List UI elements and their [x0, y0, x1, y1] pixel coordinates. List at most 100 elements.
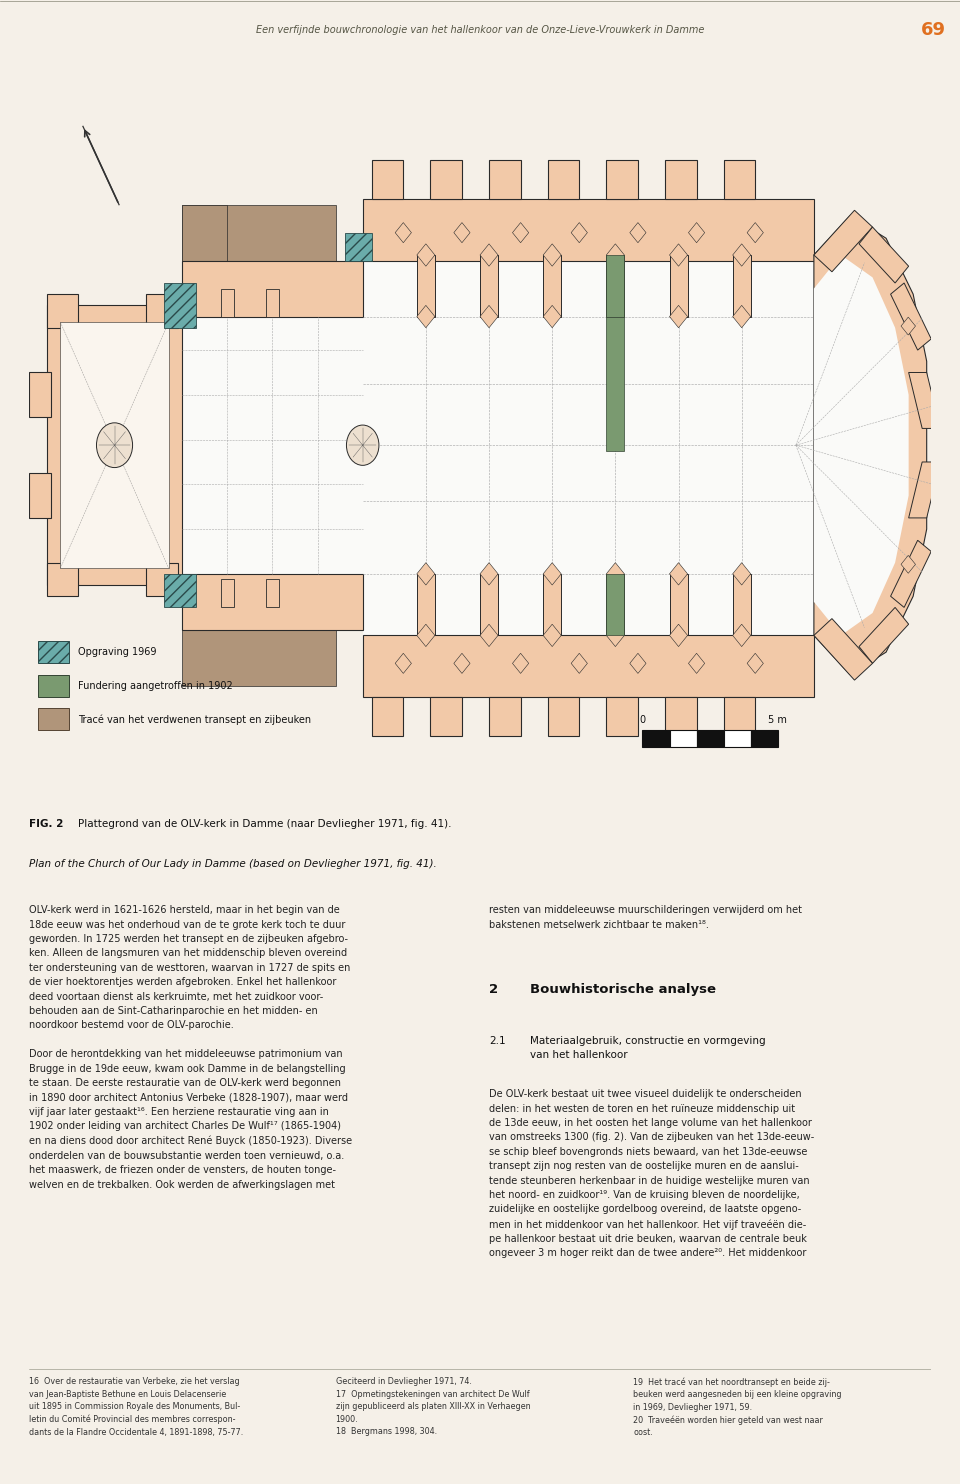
Text: 19  Het tracé van het noordtransept en beide zij-
beuken werd aangesneden bij ee: 19 Het tracé van het noordtransept en be… [634, 1377, 842, 1438]
Bar [37, 708, 69, 730]
Polygon shape [607, 574, 624, 635]
Bar [724, 697, 756, 736]
Polygon shape [480, 243, 498, 266]
Bar [547, 697, 579, 736]
Bar [669, 574, 687, 635]
Polygon shape [814, 211, 873, 272]
Text: resten van middeleeuwse muurschilderingen verwijderd om het
bakstenen metselwerk: resten van middeleeuwse muurschilderinge… [489, 905, 802, 929]
Polygon shape [669, 243, 687, 266]
Polygon shape [513, 653, 529, 674]
Polygon shape [182, 619, 336, 686]
Bar [37, 641, 69, 663]
Bar [47, 306, 182, 585]
Bar [607, 574, 624, 635]
Polygon shape [396, 223, 412, 243]
Bar [751, 730, 778, 748]
Polygon shape [417, 243, 435, 266]
Polygon shape [891, 283, 931, 350]
Polygon shape [732, 562, 751, 585]
Text: 0: 0 [639, 715, 645, 724]
Bar [146, 294, 178, 328]
Polygon shape [396, 653, 412, 674]
Polygon shape [859, 227, 908, 283]
Polygon shape [607, 316, 624, 451]
Bar [29, 473, 52, 518]
Bar [266, 579, 278, 607]
Bar [430, 160, 462, 199]
Text: Materiaalgebruik, constructie en vormgeving
van het hallenkoor: Materiaalgebruik, constructie en vormgev… [530, 1036, 765, 1060]
Text: Bouwhistorische analyse: Bouwhistorische analyse [530, 984, 715, 996]
Bar [642, 730, 669, 748]
Bar [221, 288, 233, 316]
Bar [480, 574, 498, 635]
Text: Een verfijnde bouwchronologie van het hallenkoor van de Onze-Lieve-Vrouwkerk in : Een verfijnde bouwchronologie van het ha… [255, 25, 705, 36]
Polygon shape [300, 552, 336, 619]
Bar [182, 316, 363, 574]
Bar [607, 160, 637, 199]
Text: FIG. 2: FIG. 2 [29, 819, 63, 828]
Bar [363, 199, 814, 261]
Polygon shape [543, 243, 562, 266]
Text: De OLV-kerk bestaat uit twee visueel duidelijk te onderscheiden
delen: in het we: De OLV-kerk bestaat uit twee visueel dui… [489, 1089, 814, 1258]
Polygon shape [607, 562, 624, 585]
Bar [669, 255, 687, 316]
Polygon shape [908, 372, 940, 429]
Polygon shape [669, 562, 687, 585]
Polygon shape [951, 436, 960, 454]
Bar [47, 562, 79, 597]
Text: Plan of the Church of Our Lady in Damme (based on Devliegher 1971, fig. 41).: Plan of the Church of Our Lady in Damme … [29, 859, 437, 870]
Bar [372, 697, 403, 736]
Polygon shape [891, 540, 931, 607]
Polygon shape [480, 562, 498, 585]
Bar [266, 288, 278, 316]
Bar [417, 574, 435, 635]
Polygon shape [938, 503, 952, 521]
Polygon shape [480, 625, 498, 647]
Bar [29, 372, 52, 417]
Bar [363, 635, 814, 697]
Bar [164, 283, 196, 328]
Polygon shape [182, 205, 336, 272]
Bar [607, 255, 624, 316]
Text: 2: 2 [489, 984, 498, 996]
Bar [37, 675, 69, 697]
Bar [732, 255, 751, 316]
Bar [724, 730, 751, 748]
Polygon shape [607, 243, 624, 266]
Bar [732, 574, 751, 635]
Polygon shape [454, 653, 470, 674]
Bar [607, 697, 637, 736]
Bar [724, 160, 756, 199]
Bar [543, 255, 562, 316]
Text: 2.1: 2.1 [489, 1036, 506, 1046]
Polygon shape [630, 223, 646, 243]
Bar [665, 160, 697, 199]
Polygon shape [908, 462, 940, 518]
Polygon shape [814, 215, 926, 675]
Polygon shape [543, 625, 562, 647]
Bar [697, 730, 724, 748]
Bar [182, 574, 363, 629]
Polygon shape [688, 653, 705, 674]
Polygon shape [859, 607, 908, 663]
Polygon shape [607, 625, 624, 647]
Bar [547, 160, 579, 199]
Bar [417, 255, 435, 316]
Bar [363, 255, 814, 635]
Bar [372, 160, 403, 199]
Polygon shape [814, 255, 908, 635]
Bar [669, 730, 697, 748]
Polygon shape [732, 625, 751, 647]
Polygon shape [630, 653, 646, 674]
Polygon shape [417, 625, 435, 647]
Polygon shape [480, 306, 498, 328]
Polygon shape [938, 370, 952, 387]
Polygon shape [669, 306, 687, 328]
Polygon shape [571, 653, 588, 674]
Circle shape [347, 424, 379, 466]
Polygon shape [747, 653, 763, 674]
Polygon shape [182, 205, 228, 272]
Polygon shape [543, 562, 562, 585]
Polygon shape [607, 306, 624, 328]
Polygon shape [732, 306, 751, 328]
